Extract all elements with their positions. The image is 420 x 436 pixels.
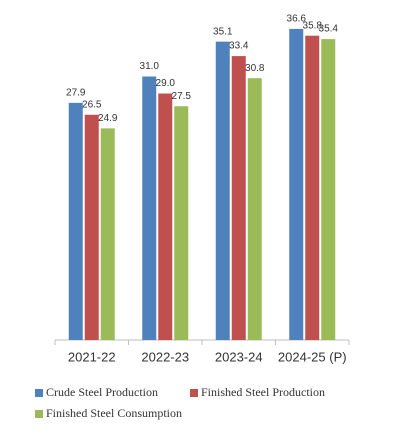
value-label: 24.9	[98, 113, 118, 124]
value-label: 27.9	[66, 87, 86, 98]
value-label: 33.4	[229, 41, 249, 52]
value-label: 35.1	[213, 26, 233, 37]
legend-swatch	[35, 410, 43, 418]
bar	[215, 41, 230, 341]
bar	[68, 102, 83, 340]
bar	[100, 128, 115, 340]
legend-swatch	[35, 389, 43, 397]
value-label: 36.6	[287, 14, 307, 25]
value-label: 29.0	[156, 78, 176, 89]
bar	[289, 28, 304, 341]
value-label: 35.4	[319, 24, 339, 35]
legend-label: Finished Steel Consumption	[46, 406, 182, 420]
legend-swatch	[190, 389, 198, 397]
x-tick-label: 2024-25 (P)	[278, 349, 347, 364]
legend-label: Finished Steel Production	[201, 385, 325, 399]
x-tick-label: 2021-22	[68, 349, 116, 364]
value-label: 26.5	[82, 99, 102, 110]
value-label: 30.8	[245, 63, 265, 74]
x-tick-label: 2022-23	[141, 349, 189, 364]
bar	[231, 56, 246, 340]
bar	[158, 93, 173, 340]
value-label: 35.8	[303, 20, 323, 31]
legend-label: Crude Steel Production	[46, 385, 158, 399]
bar	[305, 35, 320, 340]
bar	[321, 39, 336, 340]
bar	[142, 76, 157, 340]
value-label: 27.5	[172, 91, 192, 102]
bar	[247, 78, 262, 340]
x-tick-label: 2023-24	[215, 349, 263, 364]
value-label: 31.0	[140, 61, 160, 72]
bar	[174, 106, 189, 340]
bar	[84, 114, 99, 340]
